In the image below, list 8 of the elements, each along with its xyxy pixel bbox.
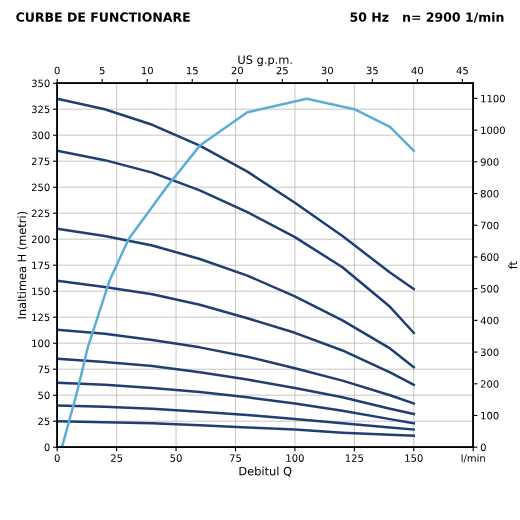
line-series bbox=[57, 328, 416, 405]
line-series bbox=[57, 149, 416, 335]
line-series bbox=[57, 279, 416, 387]
line-series bbox=[57, 97, 416, 291]
line-series bbox=[60, 97, 416, 448]
line-series bbox=[57, 357, 416, 416]
line-series bbox=[57, 381, 416, 425]
line-series bbox=[57, 227, 416, 369]
